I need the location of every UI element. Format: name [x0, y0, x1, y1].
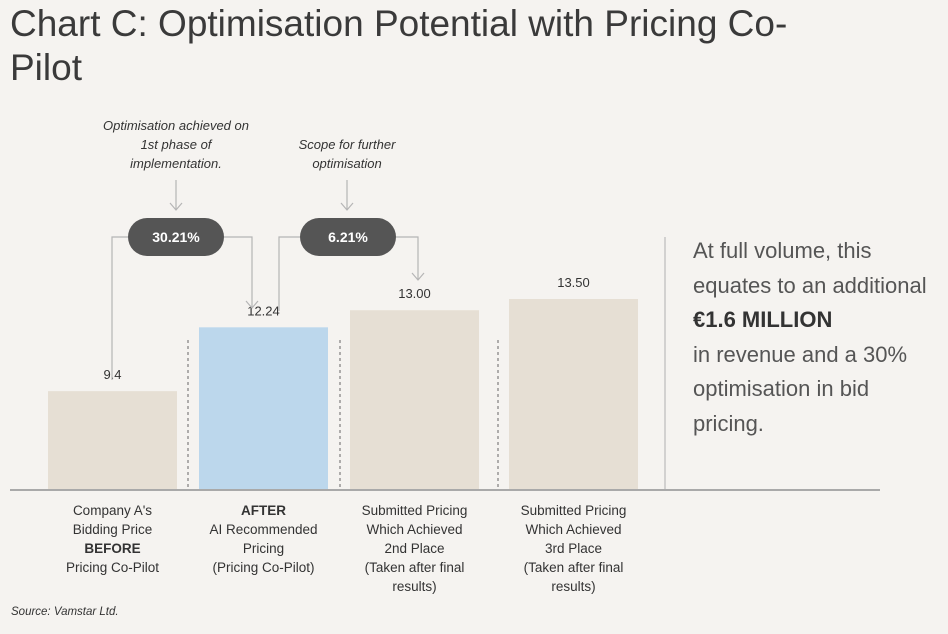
- category-label: Submitted Pricing Which Achieved 3rd Place…: [499, 501, 649, 596]
- connector-line: [278, 236, 300, 311]
- pill-1-label: 30.21%: [152, 229, 200, 245]
- connector-line: [396, 236, 419, 280]
- arrow-icon: [245, 300, 259, 309]
- category-label-line: AFTER: [241, 503, 286, 518]
- category-label-line: Bidding Price: [72, 522, 153, 537]
- pill-2-label: 6.21%: [328, 229, 368, 245]
- arrow-icon: [411, 272, 425, 281]
- connector-line: [111, 236, 128, 380]
- category-label-line: AI Recommended: [209, 522, 318, 537]
- category-label: Company A's Bidding Price BEFORE Pricing Co…: [38, 501, 188, 577]
- category-label-line: results): [551, 579, 596, 594]
- side-text-1: At full volume, this equates to an addit…: [693, 238, 927, 298]
- source-note: Source: Vamstar Ltd.: [11, 606, 119, 618]
- category-label-line: BEFORE: [84, 541, 141, 556]
- category-label-line: Which Achieved: [525, 522, 622, 537]
- side-summary: At full volume, this equates to an addit…: [693, 234, 943, 441]
- category-label-line: (Taken after final: [364, 560, 465, 575]
- category-label-line: 3rd Place: [544, 541, 603, 556]
- side-text-2: in revenue and a 30% optimisation in bid…: [693, 341, 908, 436]
- category-label-line: Company A's: [72, 503, 153, 518]
- category-label-line: results): [392, 579, 437, 594]
- category-label: AFTER AI Recommended Pricing (Pricing Co-Pi…: [189, 501, 339, 577]
- arrow-icon: [340, 202, 354, 211]
- pill-1: 30.21%: [128, 218, 224, 256]
- arrow-icon: [169, 202, 183, 211]
- pill-2: 6.21%: [300, 218, 396, 256]
- bar-2: [199, 327, 328, 490]
- side-highlight: €1.6 MILLION: [693, 307, 833, 332]
- annotation-first-phase: Optimisation achieved on 1st phase of im…: [103, 118, 249, 171]
- bar-value-label: 13.00: [398, 286, 431, 301]
- category-label-line: Pricing Co-Pilot: [65, 560, 160, 575]
- bar-value-label: 12.24: [247, 303, 280, 318]
- category-label-line: 2nd Place: [384, 541, 445, 556]
- category-label: Submitted Pricing Which Achieved 2nd Place…: [340, 501, 490, 596]
- bar-4: [509, 299, 638, 490]
- chart-title: Chart C: Optimisation Potential with Pri…: [10, 3, 788, 88]
- bar-3: [350, 310, 479, 490]
- bar-1: [48, 391, 177, 490]
- category-label-line: Pricing: [242, 541, 285, 556]
- category-label-line: Which Achieved: [366, 522, 463, 537]
- category-label-line: Submitted Pricing: [361, 503, 468, 518]
- category-label-line: (Taken after final: [523, 560, 624, 575]
- category-label-line: (Pricing Co-Pilot): [212, 560, 315, 575]
- connector-line: [224, 236, 253, 308]
- category-label-line: Submitted Pricing: [520, 503, 627, 518]
- bar-value-label: 13.50: [557, 275, 590, 290]
- annotation-further: Scope for further optimisation: [298, 137, 396, 171]
